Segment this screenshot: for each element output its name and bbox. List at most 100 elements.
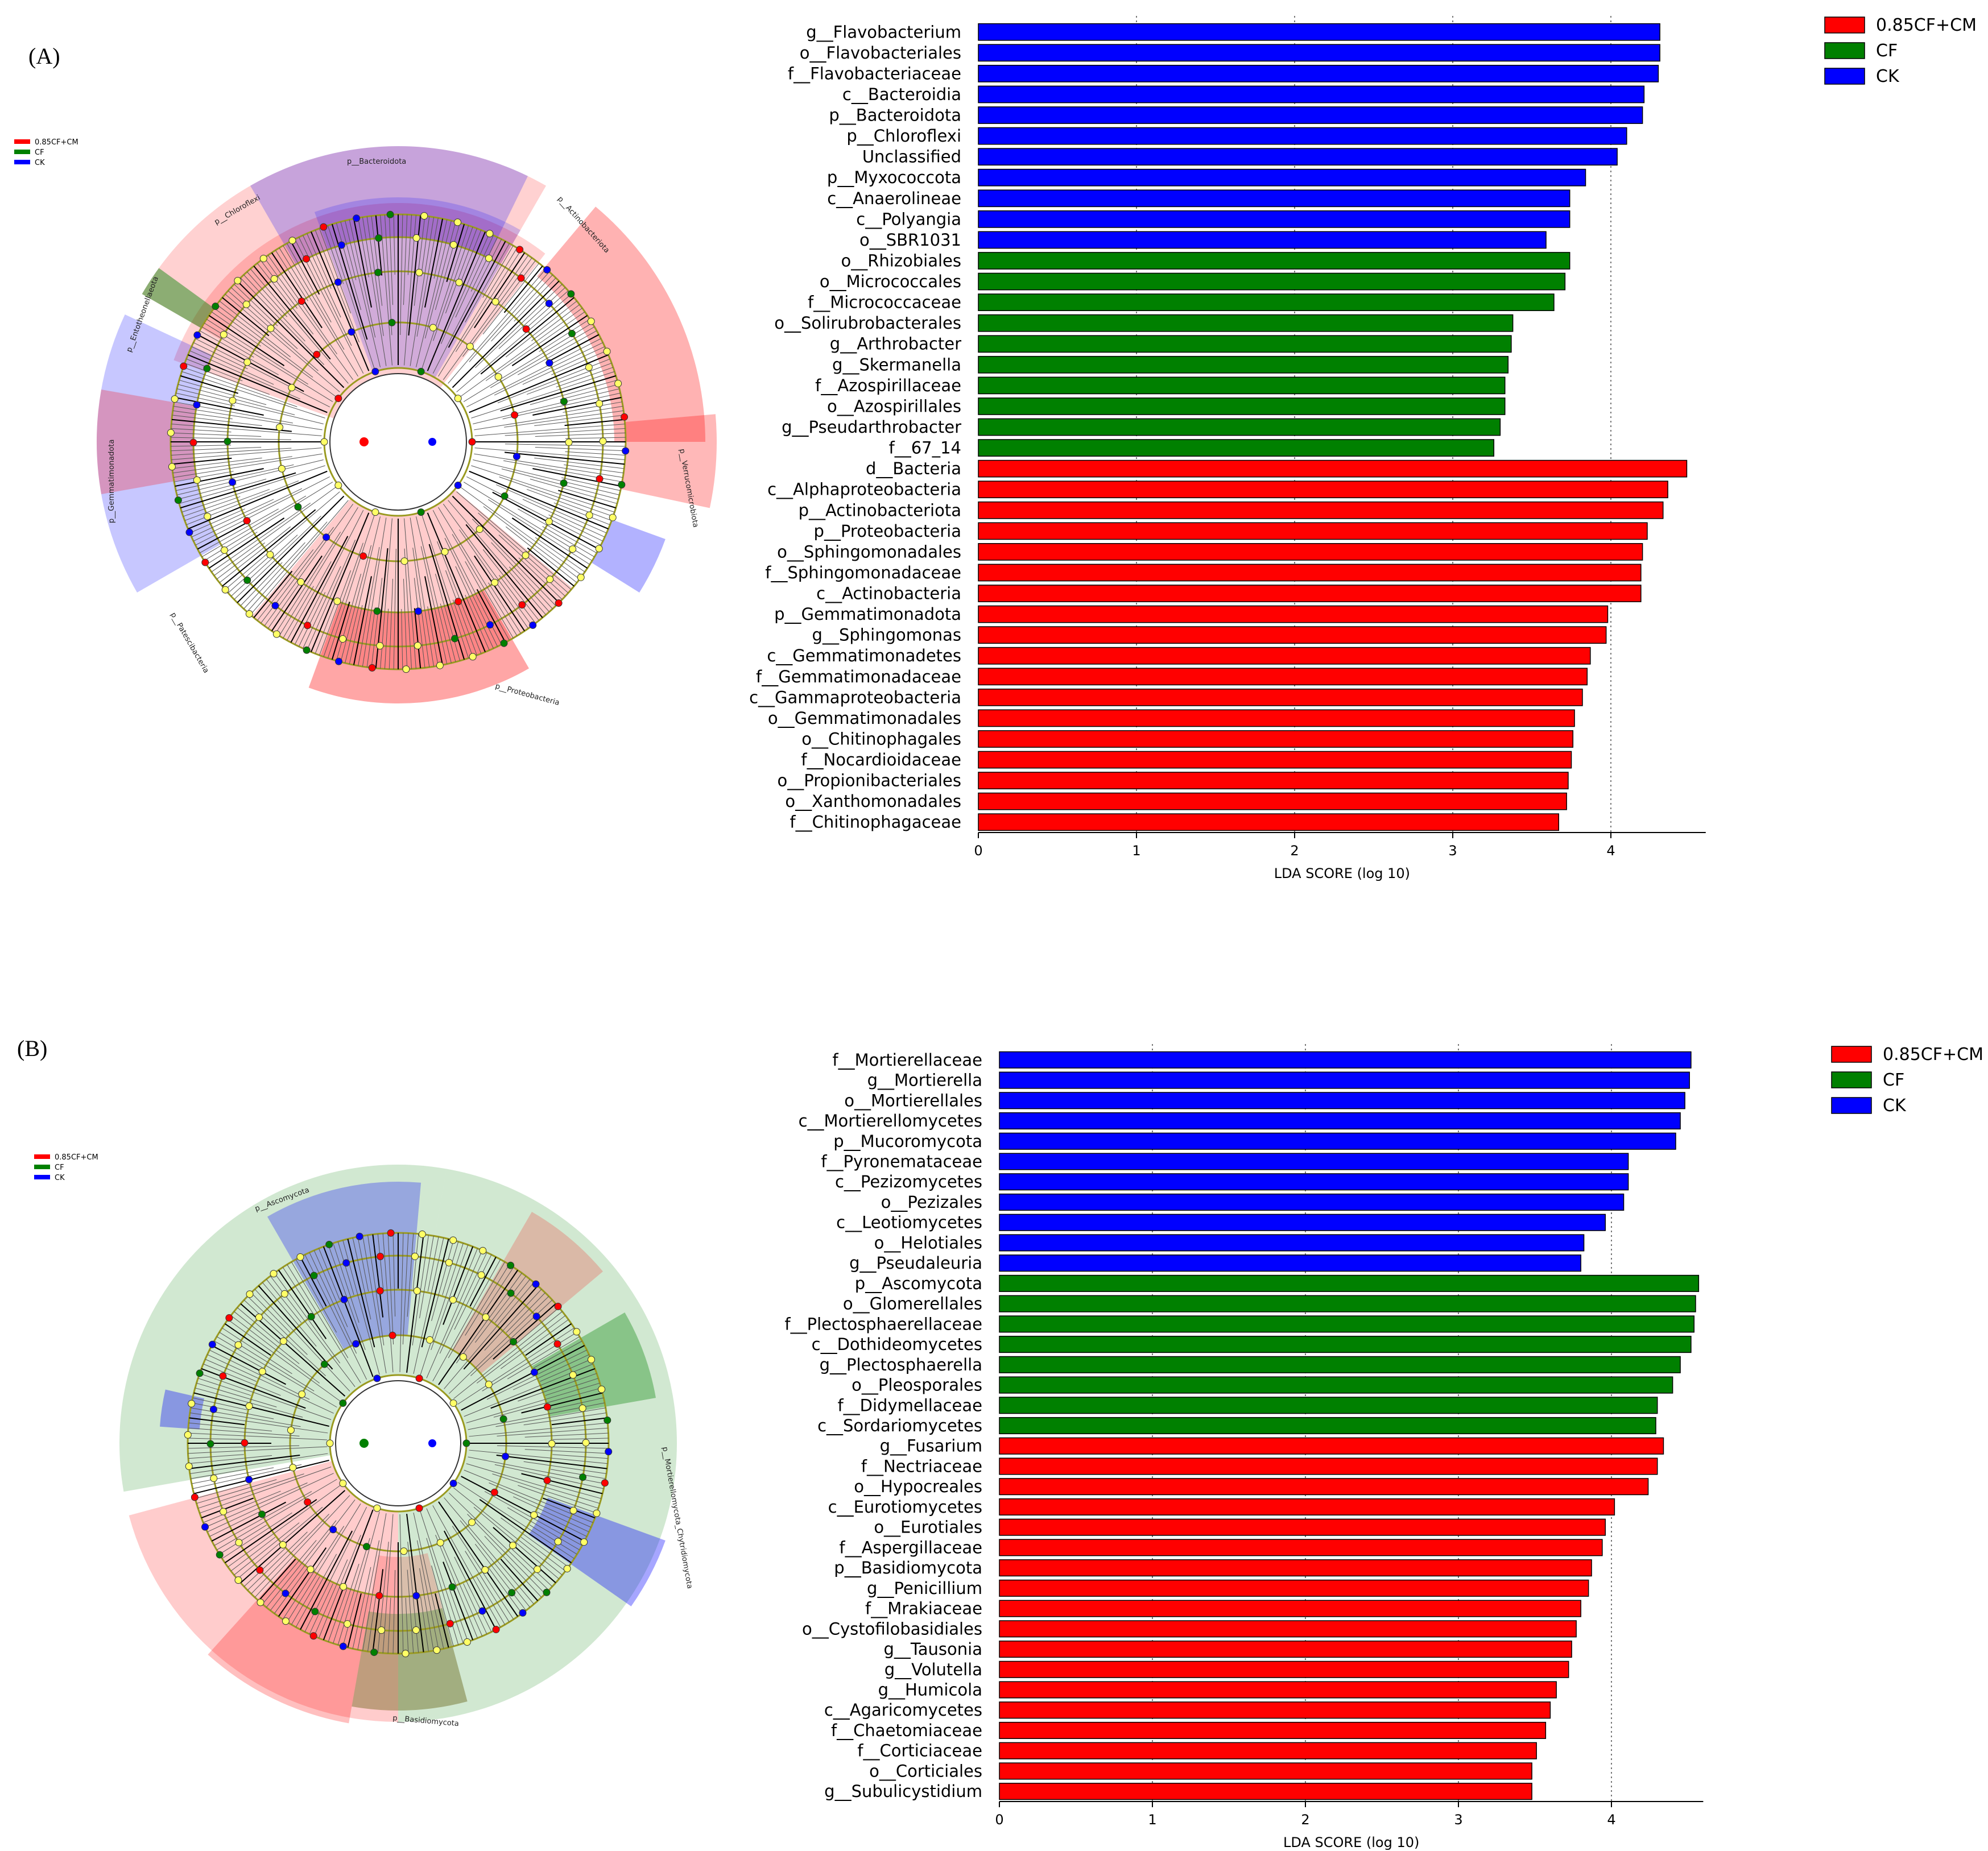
tree-branch <box>553 502 610 525</box>
tree-node <box>449 241 457 249</box>
tree-branch <box>445 228 477 314</box>
tree-branch <box>456 293 572 392</box>
tree-branch <box>287 561 332 641</box>
tree-branch <box>485 311 585 381</box>
tree-branch <box>188 1422 272 1431</box>
tree-node <box>270 1270 278 1278</box>
tree-branch <box>501 1517 569 1567</box>
bar-label: g__Pseudaleuria <box>849 1253 982 1273</box>
tree-branch <box>523 1461 607 1474</box>
tree-branch <box>552 1438 609 1440</box>
tree-branch <box>171 446 262 452</box>
tree-branch <box>300 1256 327 1307</box>
tree-node <box>267 324 275 332</box>
tree-branch <box>474 555 526 632</box>
tree-node <box>298 1390 306 1398</box>
tree-branch <box>336 222 362 310</box>
bar-o__Rhizobiales <box>978 252 1570 270</box>
bar-o__Flavobacteriales <box>978 44 1660 62</box>
bar-o__Eurotiales <box>999 1518 1606 1536</box>
tree-branch <box>171 448 322 460</box>
tree-branch <box>372 1234 384 1318</box>
tree-branch <box>403 214 408 305</box>
tree-branch <box>331 223 368 340</box>
tree-branch <box>420 1243 464 1376</box>
tree-branch <box>463 1583 487 1634</box>
tree-branch <box>495 1407 606 1427</box>
tree-branch <box>465 1264 510 1336</box>
tree-branch <box>521 1473 603 1494</box>
tree-branch <box>367 1596 377 1652</box>
tree-node <box>342 1259 350 1267</box>
tree-node <box>417 367 425 375</box>
tree-node <box>320 223 328 231</box>
tree-node <box>579 1473 587 1481</box>
bar-label: f__Corticiaceae <box>857 1741 982 1761</box>
tree-node <box>400 1547 408 1555</box>
tree-node <box>375 234 383 242</box>
tree-branch <box>247 1531 308 1591</box>
bar-p__Myxococcota <box>978 168 1586 187</box>
bar-label: f__67_14 <box>888 438 961 458</box>
bar-label: g__Penicillium <box>867 1579 982 1598</box>
tree-node <box>478 1607 486 1615</box>
legend-label: CK <box>55 1174 65 1182</box>
tree-branch <box>216 1336 337 1408</box>
tree-node <box>368 664 376 672</box>
tree-branch <box>222 509 316 587</box>
tree-node <box>323 533 330 541</box>
bar-label: o__Solirubrobacterales <box>774 313 961 333</box>
tree-node <box>485 254 493 262</box>
tree-branch <box>410 517 435 667</box>
tree-node <box>188 1399 196 1407</box>
bar-c__Leotiomycetes <box>999 1214 1606 1231</box>
tree-node <box>501 492 509 500</box>
tree-branch <box>457 1482 575 1559</box>
tree-branch <box>499 477 614 517</box>
tree-branch <box>444 1497 534 1605</box>
legend-swatch <box>1824 16 1865 34</box>
tree-branch <box>357 1540 380 1650</box>
tree-node <box>545 359 553 367</box>
bar-f__Aspergillaceae <box>999 1539 1603 1556</box>
tree-branch <box>176 464 294 491</box>
tree-branch <box>502 392 621 420</box>
tree-node <box>243 358 251 366</box>
tree-branch <box>474 448 625 460</box>
tree-branch <box>473 1506 560 1579</box>
tree-branch <box>211 1501 287 1542</box>
tree-node <box>353 214 361 222</box>
tree-branch <box>287 1503 361 1622</box>
bar-label: o__Mortierellales <box>844 1091 982 1110</box>
tree-branch <box>375 215 383 276</box>
tree-branch <box>539 318 590 352</box>
clade-highlight <box>410 1169 677 1443</box>
bar-label: g__Volutella <box>885 1660 982 1679</box>
tree-node <box>280 1290 288 1298</box>
x-tick-label: 0 <box>995 1812 1003 1828</box>
tree-branch <box>290 536 349 643</box>
bar-label: c__Leotiomycetes <box>836 1213 982 1232</box>
tree-node <box>266 550 274 558</box>
tree-branch <box>388 578 394 669</box>
tree-branch <box>193 1392 329 1427</box>
tree-branch <box>188 1427 300 1436</box>
tree-branch <box>377 1542 389 1653</box>
tree-branch <box>490 326 595 388</box>
tree-node <box>221 546 229 554</box>
tree-branch <box>552 1454 609 1459</box>
tree-node <box>203 365 211 372</box>
tree-branch <box>522 346 605 385</box>
tree-branch <box>505 526 577 583</box>
tree-node <box>491 298 499 306</box>
tree-node <box>462 1439 470 1447</box>
tree-branch <box>472 519 556 606</box>
tree-branch <box>295 1554 337 1628</box>
tree-branch <box>362 517 387 667</box>
tree-branch <box>172 410 233 420</box>
tree-branch <box>435 573 461 661</box>
tree-branch <box>460 486 582 576</box>
bar-label: p__Gemmatimonadota <box>774 604 961 624</box>
tree-branch <box>246 271 288 317</box>
